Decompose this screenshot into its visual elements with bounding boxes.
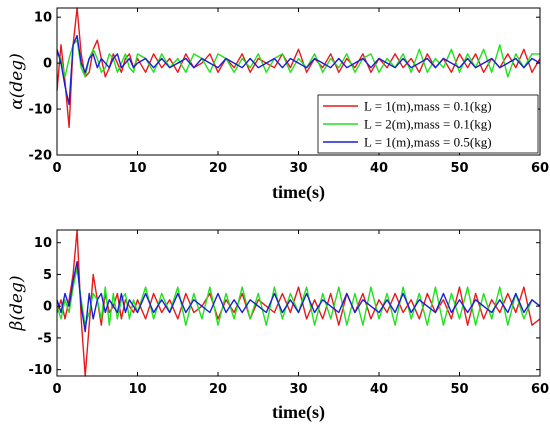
x-tick-label: 0: [52, 161, 61, 176]
y-tick-label: -20: [29, 149, 53, 164]
y-tick-label: -10: [29, 363, 53, 378]
legend-label-series-2: L = 2(m),mass = 0.1(kg): [364, 117, 492, 132]
alpha-series-3: [56, 34, 541, 106]
y-tick-label: -5: [38, 331, 52, 346]
beta-series-1: [56, 229, 541, 377]
x-tick-label: 20: [209, 382, 227, 397]
x-tick-label: 50: [450, 161, 468, 176]
beta-ticks: 0 10 20 30 40 50 60 -10 -5 0 5 10: [29, 230, 549, 397]
y-tick-label: 10: [34, 11, 52, 26]
x-tick-label: 60: [531, 382, 549, 397]
y-tick-label: 0: [43, 57, 52, 72]
x-tick-label: 60: [531, 161, 549, 176]
x-tick-label: 10: [128, 161, 146, 176]
x-tick-label: 10: [128, 382, 146, 397]
alpha-series-layer: [56, 7, 541, 129]
legend: L = 1(m),mass = 0.1(kg) L = 2(m),mass = …: [317, 94, 539, 154]
legend-label-series-1: L = 1(m),mass = 0.1(kg): [364, 99, 492, 114]
y-tick-label: 0: [43, 300, 52, 315]
x-tick-label: 30: [289, 161, 307, 176]
beta-x-axis-label: time(s): [272, 402, 325, 423]
beta-y-axis-label: β(deg): [7, 276, 27, 332]
x-tick-label: 0: [52, 382, 61, 397]
alpha-series-2: [56, 39, 540, 78]
beta-series-layer: [56, 229, 541, 377]
x-tick-label: 50: [450, 382, 468, 397]
legend-label-series-3: L = 1(m),mass = 0.5(kg): [364, 135, 492, 150]
y-tick-label: 5: [43, 268, 52, 283]
beta-plot: 0 10 20 30 40 50 60 -10 -5 0 5 10 time(s) β(deg): [7, 229, 549, 423]
beta-series-3: [56, 261, 541, 333]
beta-series-2: [56, 267, 541, 326]
alpha-plot: 0 10 20 30 40 50 60 -20 -10 0 10 time(s) α(deg) L …: [7, 7, 549, 203]
y-tick-label: -10: [29, 103, 53, 118]
x-tick-label: 30: [289, 382, 307, 397]
alpha-y-axis-label: α(deg): [7, 53, 27, 110]
x-tick-label: 40: [370, 161, 388, 176]
alpha-ticks: 0 10 20 30 40 50 60 -20 -10 0 10: [29, 8, 549, 176]
x-tick-label: 20: [209, 161, 227, 176]
x-tick-label: 40: [370, 382, 388, 397]
alpha-x-axis-label: time(s): [272, 182, 325, 203]
y-tick-label: 10: [34, 236, 52, 251]
beta-plot-frame: [56, 229, 541, 377]
